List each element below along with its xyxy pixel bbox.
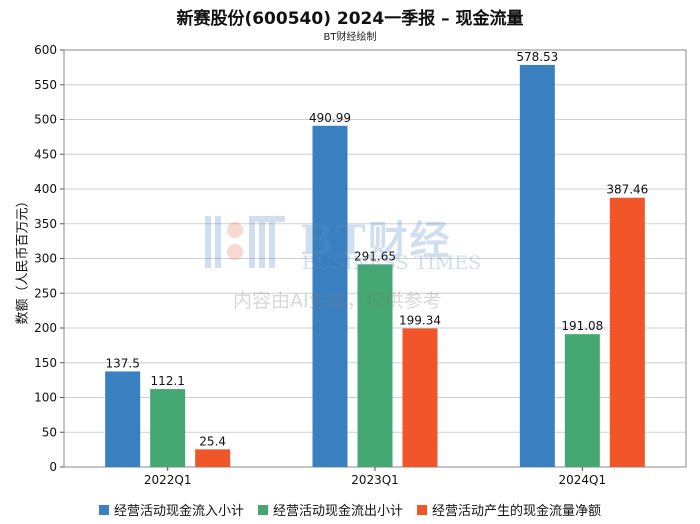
y-tick-label: 0 (49, 460, 57, 474)
y-tick-label: 100 (34, 391, 57, 405)
bar (195, 449, 231, 467)
bar (564, 334, 600, 467)
legend-label: 经营活动产生的现金流量净额 (432, 504, 602, 519)
bar (357, 264, 393, 467)
legend-item: 经营活动现金流出小计 (257, 500, 403, 519)
data-label: 191.08 (561, 319, 603, 333)
bar (312, 125, 348, 467)
data-label: 25.4 (199, 434, 226, 448)
legend-label: 经营活动现金流入小计 (113, 504, 244, 519)
bar (609, 197, 645, 467)
legend-item: 经营活动产生的现金流量净额 (417, 500, 601, 519)
y-tick-label: 250 (34, 286, 57, 300)
y-tick-label: 350 (34, 217, 57, 231)
x-tick-label: 2024Q1 (559, 473, 607, 487)
y-tick-label: 500 (34, 113, 57, 127)
y-tick-label: 150 (34, 356, 57, 370)
data-label: 291.65 (354, 249, 396, 263)
y-tick-label: 550 (34, 78, 57, 92)
y-tick-label: 300 (34, 252, 57, 266)
x-tick-label: 2023Q1 (351, 473, 399, 487)
data-label: 490.99 (309, 111, 351, 125)
legend: 经营活动现金流入小计 经营活动现金流出小计 经营活动产生的现金流量净额 (0, 500, 700, 519)
y-tick-label: 450 (34, 147, 57, 161)
chart-title: 新赛股份(600540) 2024一季报 – 现金流量 (176, 9, 524, 29)
y-tick-label: 50 (42, 425, 57, 439)
legend-swatch (98, 504, 109, 515)
legend-item: 经营活动现金流入小计 (98, 500, 244, 519)
bar (105, 371, 141, 467)
data-label: 578.53 (516, 50, 558, 64)
data-label: 137.5 (105, 356, 139, 370)
data-label: 199.34 (399, 313, 441, 327)
y-tick-label: 400 (34, 182, 57, 196)
data-label: 387.46 (606, 183, 648, 197)
legend-label: 经营活动现金流出小计 (272, 504, 403, 519)
legend-swatch (417, 504, 427, 515)
data-label: 112.1 (150, 374, 184, 388)
chart-subtitle: BT财经绘制 (323, 32, 377, 43)
legend-swatch (257, 504, 268, 515)
y-tick-label: 600 (34, 43, 57, 57)
bar (150, 389, 186, 467)
x-tick-label: 2022Q1 (144, 473, 192, 487)
y-tick-label: 200 (34, 321, 57, 335)
bar (402, 328, 438, 467)
bar (519, 64, 555, 467)
